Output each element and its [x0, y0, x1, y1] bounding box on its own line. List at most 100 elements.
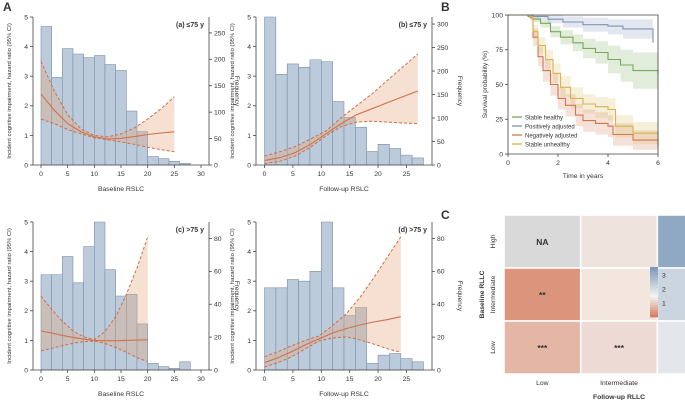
y2-tick-label-c: 60: [214, 269, 222, 276]
y2-tick-label-a: 200: [214, 57, 226, 64]
heatmap-cell-2-2: [656, 320, 685, 375]
y-tick-label-c: 3: [24, 279, 28, 286]
y2-tick-label-b: 50: [437, 139, 445, 146]
y2-tick-label-b: 300: [437, 21, 449, 28]
y2-tick-label-c: 0: [214, 367, 218, 374]
histogram-bar-b-9: [366, 151, 379, 166]
survival-x-tick-label: 0: [506, 160, 510, 167]
hazard-histogram-chart-c: 0 5 10 15 20 25 30 0 1 2 3 4 5 0 20 40 60 80 (c) >75 y Base…: [7, 219, 240, 398]
survival-y-tick-label: 50: [495, 82, 503, 89]
ci-band-b: [264, 54, 418, 164]
x-tick-label-a: 10: [91, 171, 99, 178]
histogram-bar-b-12: [400, 154, 413, 166]
colorbar-tick-label: 2: [662, 287, 666, 294]
heatmap-y-tick-label: Low: [490, 341, 497, 354]
colorbar-segment: [650, 284, 658, 288]
y-axis-label-a: Incident cognitive impairment, hazard ra…: [7, 23, 13, 159]
y2-tick-label-d: 0: [437, 367, 441, 374]
x-tick-label-d: 25: [403, 376, 411, 383]
ci-band-c: [41, 236, 148, 362]
y2-tick-label-b: 0: [437, 162, 441, 169]
panel-letter-b: B: [441, 0, 450, 14]
y-tick-label-d: 5: [247, 219, 251, 226]
hr-estimate-line-d: [264, 316, 401, 364]
y-axis-label-d: Incident cognitive impairment, hazard ra…: [230, 228, 236, 364]
y-tick-label-c: 5: [24, 219, 28, 226]
survival-x-axis-label: Time in years: [563, 173, 604, 180]
y2-tick-label-b: 250: [437, 45, 449, 52]
histogram-bar-a-3: [72, 53, 84, 166]
y-tick-label-a: 4: [24, 44, 28, 51]
panel-subtitle-b: (b) ≤75 y: [399, 22, 427, 29]
y-tick-label-a: 0: [24, 162, 28, 169]
ci-lower-line-a: [40, 118, 175, 153]
hazard-histogram-chart-d: 0 5 10 15 20 25 0 1 2 3 4 5 0 20 40 60 80 (d) >75 y Follow…: [230, 219, 463, 398]
histogram-bar-c-11: [158, 366, 170, 371]
colorbar-segment: [650, 267, 658, 270]
y2-tick-label-b: 150: [437, 92, 449, 99]
survival-y-tick-label: 75: [495, 47, 503, 54]
y-tick-label-d: 0: [247, 367, 251, 374]
x-tick-label-c: 10: [91, 376, 99, 383]
histogram-bar-b-4: [309, 59, 322, 166]
colorbar-tick-label: 3: [662, 273, 666, 280]
histogram-bar-a-2: [62, 48, 74, 166]
histogram-bar-a-7: [115, 70, 127, 166]
panel-subtitle-d: (d) >75 y: [398, 227, 427, 234]
y-tick-label-b: 3: [247, 74, 251, 81]
y2-tick-label-d: 40: [437, 302, 445, 309]
y-tick-label-d: 1: [247, 338, 251, 345]
colorbar-segment: [650, 312, 658, 315]
x-tick-label-b: 10: [318, 171, 326, 178]
ci-upper-line-b: [264, 53, 419, 157]
colorbar-segment: [650, 279, 658, 283]
histogram-bar-c-13: [179, 361, 191, 371]
x-tick-label-a: 5: [66, 171, 70, 178]
x-tick-label-a: 30: [197, 171, 205, 178]
survival-line-3: [508, 14, 659, 141]
survival-line-2: [508, 14, 659, 146]
histogram-bar-d-11: [389, 353, 402, 371]
histogram-bar-a-5: [94, 55, 106, 166]
y2-axis-label-c: Frequency: [233, 281, 240, 312]
y-tick-label-c: 1: [24, 338, 28, 345]
ci-upper-line-c: [40, 236, 149, 341]
histogram-bar-c-5: [94, 221, 106, 371]
heatmap-x-tick-label: Low: [536, 380, 549, 387]
colorbar-segment: [650, 294, 658, 298]
histogram-bar-c-4: [83, 246, 95, 371]
histogram-bar-b-6: [332, 101, 345, 166]
histogram-bar-d-10: [377, 354, 390, 371]
y2-axis-label-a: Frequency: [233, 76, 240, 107]
survival-y-tick-label: 25: [495, 117, 503, 124]
survival-legend-label-2: Negatively adjusted: [525, 133, 577, 139]
x-tick-label-b: 20: [374, 171, 382, 178]
heatmap-y-tick-label: High: [490, 234, 497, 248]
x-tick-label-a: 0: [39, 171, 43, 178]
histogram-bar-b-10: [377, 144, 390, 166]
survival-x-tick-label: 4: [606, 160, 610, 167]
ci-upper-line-d: [264, 236, 402, 358]
colorbar-segment: [650, 287, 658, 290]
panel-subtitle-c: (c) >75 y: [176, 227, 204, 234]
survival-legend-label-3: Stable unhealthy: [525, 142, 570, 148]
y-tick-label-d: 2: [247, 308, 251, 315]
histogram-bar-d-3: [298, 280, 311, 371]
survival-curve-chart: 0 2 4 6 0 25 50 75 100 Time in years Survival prob…: [482, 12, 660, 180]
y-tick-label-b: 0: [247, 162, 251, 169]
survival-x-tick-label: 2: [556, 160, 560, 167]
survival-y-axis-label: Survival probability (%): [482, 51, 489, 118]
ci-lower-line-c: [40, 340, 148, 363]
x-tick-label-c: 15: [117, 376, 125, 383]
x-tick-label-d: 0: [263, 376, 267, 383]
colorbar-segment: [650, 314, 658, 318]
x-tick-label-a: 15: [117, 171, 125, 178]
histogram-bar-b-5: [320, 61, 333, 166]
x-tick-label-c: 30: [197, 376, 205, 383]
x-axis-label-c: Baseline RSLC: [98, 391, 144, 398]
hr-estimate-line-a: [40, 93, 175, 140]
y-tick-label-c: 0: [24, 367, 28, 374]
panel-letter-c: C: [441, 208, 450, 222]
